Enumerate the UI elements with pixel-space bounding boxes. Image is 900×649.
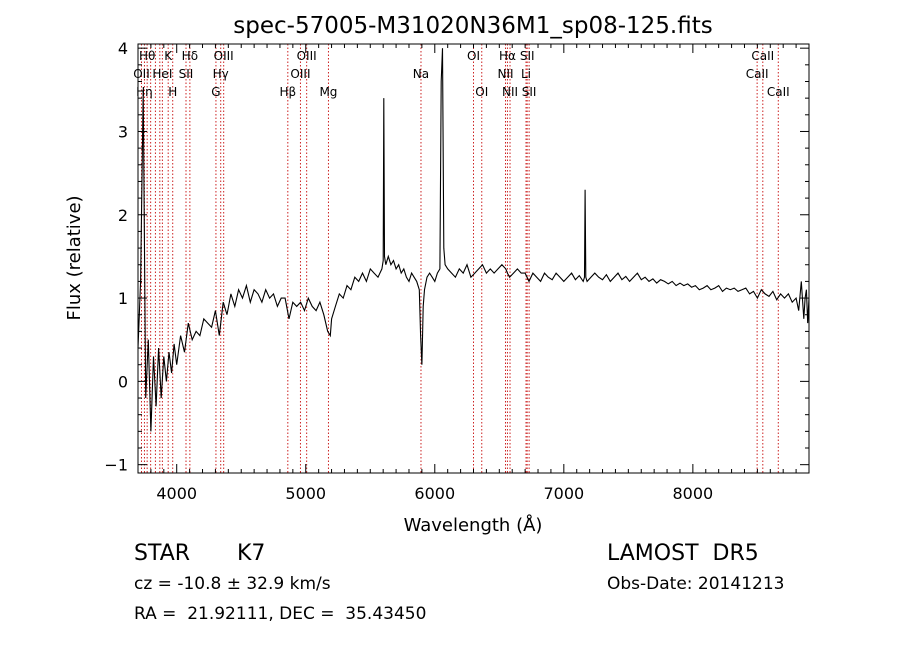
marker-label: NII — [502, 85, 518, 99]
object-subclass: K7 — [237, 541, 266, 566]
y-tick-label: 1 — [118, 289, 128, 308]
marker-label: CaII — [767, 85, 790, 99]
y-tick-label: −1 — [104, 456, 128, 475]
x-tick-label: 8000 — [673, 484, 714, 503]
x-tick-label: 6000 — [414, 484, 455, 503]
marker-label: OI — [475, 85, 488, 99]
marker-label: Na — [413, 67, 429, 81]
marker-label: Li — [521, 67, 531, 81]
marker-label: Hθ — [139, 49, 155, 63]
marker-label: Hβ — [279, 85, 296, 99]
survey-label: LAMOST DR5 — [607, 541, 759, 566]
marker-label: Hγ — [213, 67, 229, 81]
marker-label: OIII — [214, 49, 234, 63]
marker-label: SII — [522, 85, 537, 99]
marker-label: CaII — [751, 49, 774, 63]
marker-label: Hα — [499, 49, 516, 63]
x-tick-label: 7000 — [543, 484, 584, 503]
line-markers — [140, 44, 779, 473]
coordinates: RA = 21.92111, DEC = 35.43450 — [134, 604, 427, 624]
obs-date: Obs-Date: 20141213 — [607, 574, 785, 594]
marker-label: CaII — [746, 67, 769, 81]
marker-label: NII — [497, 67, 513, 81]
x-tick-label: 4000 — [156, 484, 197, 503]
x-axis-label: Wavelength (Å) — [404, 514, 543, 536]
y-tick-label: 4 — [118, 39, 128, 58]
y-tick-label: 0 — [118, 372, 128, 391]
y-axis-ticks: −1 0 1 2 3 4 — [104, 39, 809, 475]
marker-label: SII — [179, 67, 194, 81]
line-marker-labels: OIIHηHθHeIKHSIIHδGHγOIIIHβOIIIOIIIMgNaOI… — [133, 49, 789, 99]
marker-label: OIII — [297, 49, 317, 63]
marker-label: OIII — [290, 67, 310, 81]
marker-label: HeI — [152, 67, 172, 81]
marker-label: H — [168, 85, 177, 99]
x-axis-ticks: 4000 5000 6000 7000 8000 — [137, 44, 810, 503]
marker-label: K — [164, 49, 173, 63]
marker-label: Hη — [136, 85, 153, 99]
marker-label: Hδ — [182, 49, 198, 63]
marker-label: OII — [133, 67, 150, 81]
marker-label: SII — [520, 49, 535, 63]
x-tick-label: 5000 — [285, 484, 326, 503]
y-tick-label: 2 — [118, 206, 128, 225]
y-tick-label: 3 — [118, 122, 128, 141]
marker-label: OI — [467, 49, 480, 63]
spectrum-series-line — [137, 48, 810, 432]
redshift-text: cz = -10.8 ± 32.9 km/s — [134, 574, 331, 594]
y-axis-label: Flux (relative) — [64, 195, 85, 320]
object-class: STAR — [134, 541, 191, 566]
chart-title: spec-57005-M31020N36M1_sp08-125.fits — [233, 13, 712, 39]
marker-label: Mg — [319, 85, 337, 99]
marker-label: G — [211, 85, 220, 99]
